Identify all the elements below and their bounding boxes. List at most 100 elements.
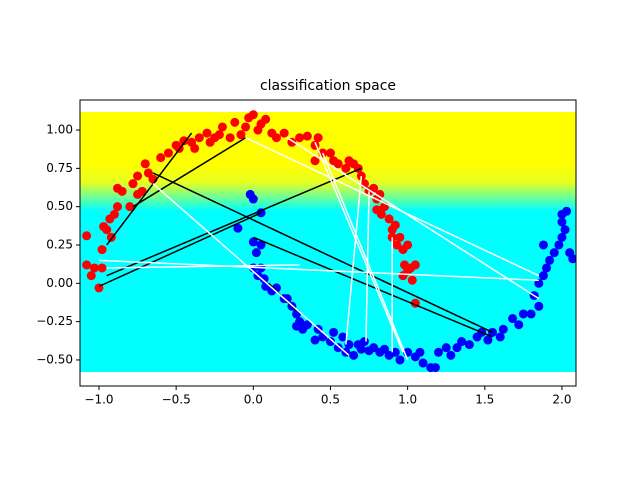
link-line	[152, 172, 493, 334]
point	[82, 260, 92, 270]
link-line	[106, 264, 300, 269]
point	[498, 324, 508, 334]
point	[554, 240, 564, 250]
point	[128, 179, 138, 189]
point	[329, 327, 339, 337]
point	[395, 232, 405, 242]
point	[415, 347, 425, 357]
point	[433, 347, 443, 357]
link-line	[322, 152, 409, 361]
point	[241, 122, 251, 132]
point	[410, 260, 420, 270]
point	[256, 240, 266, 250]
point	[282, 294, 292, 304]
point	[236, 130, 246, 140]
point	[356, 344, 366, 354]
point	[248, 110, 258, 120]
point	[97, 245, 107, 255]
y-tick-label: −0.25	[36, 314, 73, 328]
point	[230, 117, 240, 127]
point	[295, 317, 305, 327]
point	[534, 278, 544, 288]
point	[430, 363, 440, 373]
x-tick-label: −1.0	[84, 393, 113, 407]
point	[390, 220, 400, 230]
x-tick-label: 1.5	[475, 393, 494, 407]
point	[163, 148, 173, 158]
point	[82, 231, 92, 241]
link-line	[152, 183, 350, 356]
point	[508, 314, 518, 324]
point	[333, 159, 343, 169]
point	[557, 232, 567, 242]
point	[538, 240, 548, 250]
link-line	[314, 142, 404, 353]
point	[333, 343, 343, 353]
y-tick-label: 0.25	[46, 237, 73, 251]
point	[403, 240, 413, 250]
chart-title: classification space	[260, 78, 396, 94]
point	[194, 133, 204, 143]
point	[310, 156, 320, 166]
x-tick-label: 0.5	[321, 393, 340, 407]
y-tick-label: 0.75	[46, 161, 73, 175]
point	[557, 217, 567, 227]
point	[349, 350, 359, 360]
point	[113, 202, 123, 212]
point	[97, 263, 107, 273]
point	[545, 255, 555, 265]
point	[279, 128, 289, 138]
point	[457, 337, 467, 347]
point	[464, 340, 474, 350]
point	[369, 183, 379, 193]
point	[248, 194, 258, 204]
point	[318, 332, 328, 342]
point	[514, 320, 524, 330]
x-tick-label: −0.5	[162, 393, 191, 407]
point	[549, 248, 559, 258]
point	[217, 122, 227, 132]
y-tick-label: 0.50	[46, 199, 73, 213]
point	[259, 274, 269, 284]
point	[407, 275, 417, 285]
point	[390, 347, 400, 357]
point	[483, 335, 493, 345]
point	[376, 209, 386, 219]
point	[261, 114, 271, 124]
point	[560, 225, 570, 235]
point	[395, 355, 405, 365]
point	[313, 133, 323, 143]
point	[105, 214, 115, 224]
point	[418, 358, 428, 368]
link-line	[98, 259, 539, 281]
point	[518, 309, 528, 319]
x-tick-label: 1.0	[398, 393, 417, 407]
point	[392, 240, 402, 250]
axes: −1.0 −0.5 0.0 0.5 1.0 1.5 2.0 −0.50 −0.25 0.00 0.2…	[36, 123, 571, 407]
point	[202, 128, 212, 138]
point	[248, 237, 258, 247]
point	[538, 271, 548, 281]
point	[86, 271, 96, 281]
point	[542, 263, 552, 273]
link-line	[253, 236, 493, 338]
link-line	[345, 175, 363, 345]
point	[562, 206, 572, 216]
point	[143, 168, 153, 178]
y-tick-label: 1.00	[46, 123, 73, 137]
x-tick-label: 2.0	[552, 393, 571, 407]
point	[271, 133, 281, 143]
plot-area	[82, 110, 576, 373]
point	[534, 301, 544, 311]
point	[446, 350, 456, 360]
point	[137, 186, 147, 196]
link-line	[106, 132, 193, 246]
point	[214, 130, 224, 140]
link-line	[106, 167, 362, 277]
link-line	[98, 212, 262, 288]
point	[310, 335, 320, 345]
point	[375, 189, 385, 199]
link-line	[245, 137, 540, 277]
point	[495, 332, 505, 342]
